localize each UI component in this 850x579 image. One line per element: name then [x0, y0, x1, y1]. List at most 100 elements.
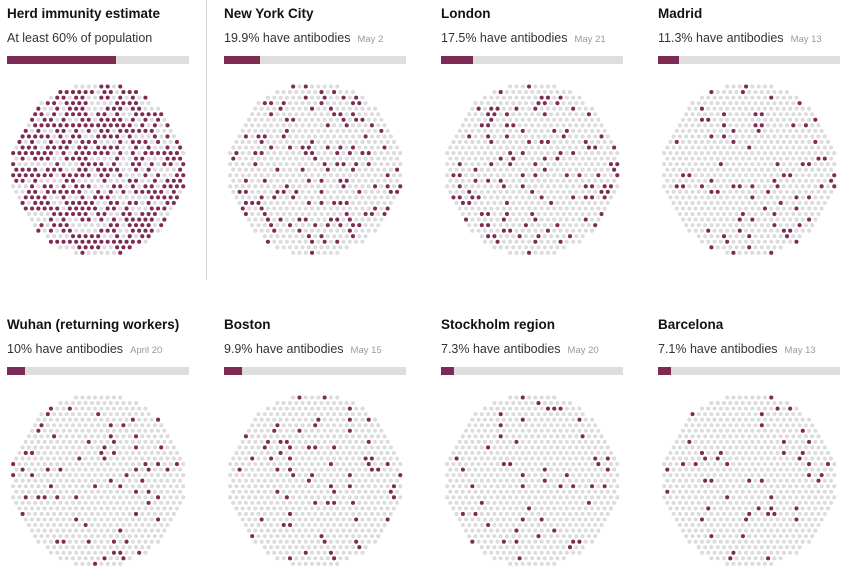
dot-antibodies [341, 117, 346, 122]
dot-no-antibodies [737, 173, 742, 178]
dot-no-antibodies [300, 489, 305, 494]
dot-no-antibodies [445, 473, 450, 478]
dot-no-antibodies [310, 439, 315, 444]
dot-no-antibodies [539, 151, 544, 156]
dot-no-antibodies [552, 173, 557, 178]
dot-no-antibodies [445, 173, 450, 178]
dot-no-antibodies [262, 523, 267, 528]
dot-no-antibodies [146, 178, 151, 183]
dot-no-antibodies [470, 495, 475, 500]
dot-no-antibodies [662, 173, 667, 178]
dot-antibodies [174, 173, 179, 178]
dot-no-antibodies [549, 445, 554, 450]
dot-no-antibodies [504, 178, 510, 183]
dot-no-antibodies [696, 434, 701, 439]
dot-antibodies [171, 189, 176, 194]
dot-no-antibodies [555, 189, 560, 194]
dot-antibodies [74, 106, 79, 111]
dot-antibodies [33, 167, 38, 172]
dot-no-antibodies [325, 178, 330, 183]
dot-no-antibodies [794, 106, 799, 111]
progress-bar-track [7, 367, 189, 375]
dot-antibodies [281, 189, 286, 194]
dot-no-antibodies [335, 484, 340, 489]
dot-antibodies [67, 228, 72, 233]
dot-antibodies [558, 406, 563, 411]
dot-no-antibodies [319, 434, 324, 439]
dot-no-antibodies [523, 434, 528, 439]
dot-no-antibodies [322, 151, 327, 156]
dot-no-antibodies [517, 178, 522, 183]
dot-no-antibodies [495, 517, 500, 522]
dot-no-antibodies [571, 506, 576, 511]
dot-no-antibodies [275, 545, 280, 550]
dot-no-antibodies [140, 134, 145, 139]
dot-no-antibodies [303, 439, 308, 444]
dot-antibodies [52, 189, 57, 194]
dot-antibodies [74, 206, 79, 211]
dot-no-antibodies [819, 128, 824, 133]
dot-no-antibodies [520, 550, 525, 555]
dot-no-antibodies [86, 484, 91, 489]
dot-antibodies [168, 151, 173, 156]
dot-no-antibodies [558, 462, 563, 467]
dot-no-antibodies [709, 200, 714, 206]
dot-antibodies [168, 162, 173, 167]
dot-no-antibodies [156, 450, 161, 456]
dot-no-antibodies [256, 112, 261, 117]
dot-no-antibodies [495, 228, 500, 233]
dot-no-antibodies [310, 206, 315, 211]
dot-no-antibodies [313, 167, 318, 172]
dot-no-antibodies [124, 228, 129, 233]
dot-no-antibodies [508, 473, 513, 478]
dot-no-antibodies [376, 134, 381, 139]
dot-antibodies [14, 167, 19, 172]
dot-antibodies [64, 223, 69, 228]
dot-no-antibodies [265, 528, 270, 533]
dot-no-antibodies [118, 228, 123, 233]
dot-no-antibodies [464, 517, 469, 522]
dot-no-antibodies [690, 156, 695, 161]
dot-no-antibodies [284, 206, 289, 211]
dot-antibodies [552, 406, 557, 411]
dot-no-antibodies [454, 200, 459, 206]
dot-no-antibodies [127, 423, 132, 428]
dot-antibodies [369, 123, 374, 128]
dot-no-antibodies [590, 450, 595, 456]
dot-no-antibodies [247, 217, 252, 222]
dot-antibodies [265, 239, 270, 244]
dot-no-antibodies [473, 489, 478, 494]
dot-no-antibodies [341, 106, 346, 111]
dot-no-antibodies [479, 412, 484, 417]
dot-no-antibodies [118, 517, 123, 522]
dot-no-antibodies [347, 117, 352, 122]
dot-no-antibodies [146, 523, 151, 528]
dot-no-antibodies [26, 500, 31, 505]
dot-no-antibodies [605, 134, 610, 139]
dot-no-antibodies [533, 128, 538, 133]
dot-no-antibodies [124, 450, 129, 456]
dot-no-antibodies [810, 178, 815, 183]
dot-no-antibodies [70, 556, 76, 561]
dot-no-antibodies [105, 517, 110, 522]
dot-no-antibodies [36, 117, 41, 122]
dot-no-antibodies [52, 456, 57, 461]
dot-no-antibodies [684, 167, 689, 172]
dot-antibodies [747, 245, 752, 250]
dot-no-antibodies [718, 128, 723, 133]
dot-no-antibodies [523, 523, 528, 528]
dot-no-antibodies [715, 200, 720, 206]
dot-no-antibodies [596, 517, 601, 522]
dot-no-antibodies [567, 445, 573, 450]
dot-no-antibodies [275, 478, 280, 483]
dot-antibodies [319, 200, 324, 206]
dot-no-antibodies [495, 173, 500, 178]
dot-no-antibodies [237, 456, 242, 461]
dot-no-antibodies [498, 101, 503, 106]
dot-no-antibodies [328, 195, 333, 200]
dot-antibodies [86, 151, 91, 156]
dot-no-antibodies [504, 556, 510, 561]
dot-no-antibodies [344, 112, 349, 117]
dot-no-antibodies [294, 423, 299, 428]
dot-no-antibodies [479, 423, 484, 428]
